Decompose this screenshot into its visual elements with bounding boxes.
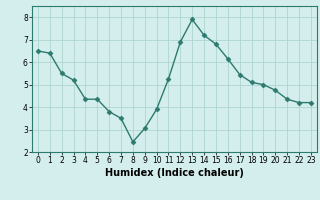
X-axis label: Humidex (Indice chaleur): Humidex (Indice chaleur) [105, 168, 244, 178]
